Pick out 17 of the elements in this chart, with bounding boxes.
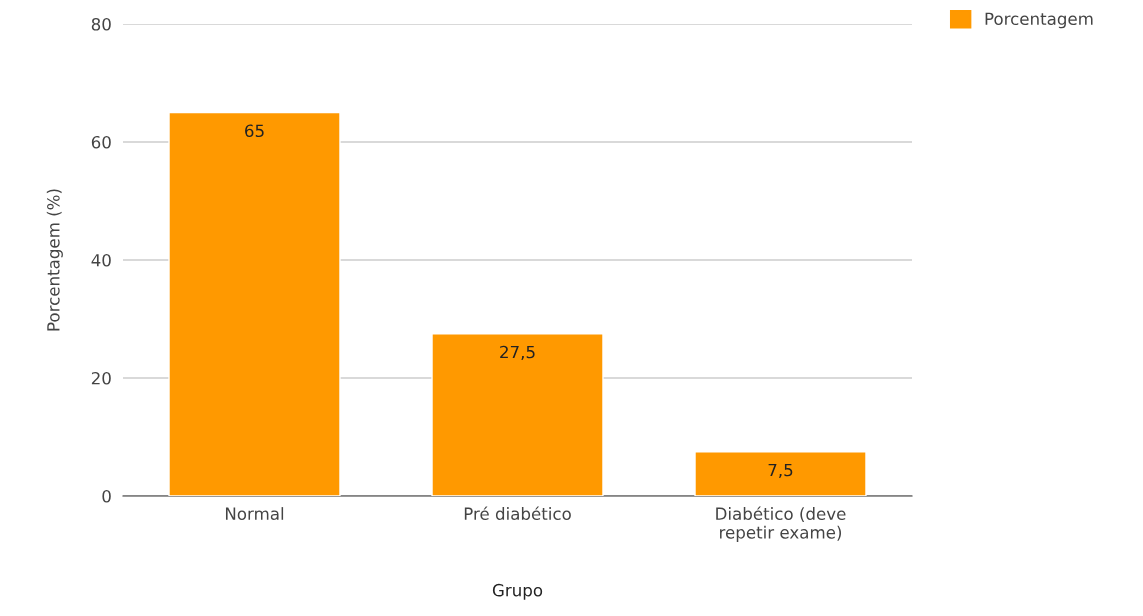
y-tick-label: 60 [91,135,111,149]
data-label: 7,5 [768,463,793,478]
data-label: 27,5 [500,345,535,360]
x-tick-label: Normal [225,507,284,521]
bar [431,333,604,496]
bar [694,451,867,496]
y-axis-title: Porcentagem (%) [46,189,63,331]
y-tick-label: 40 [91,253,111,267]
bar [168,111,341,496]
x-tick-label: Pré diabético [464,506,571,521]
y-tick-label: 80 [91,17,111,31]
x-axis-title: Grupo [492,583,543,600]
y-tick-label: 0 [102,489,111,503]
x-tick-label: Diabético (deve repetir exame) [716,506,846,542]
data-label: 65 [245,124,264,138]
y-tick-label: 20 [91,371,111,385]
legend-label: Porcentagem [985,12,1093,29]
